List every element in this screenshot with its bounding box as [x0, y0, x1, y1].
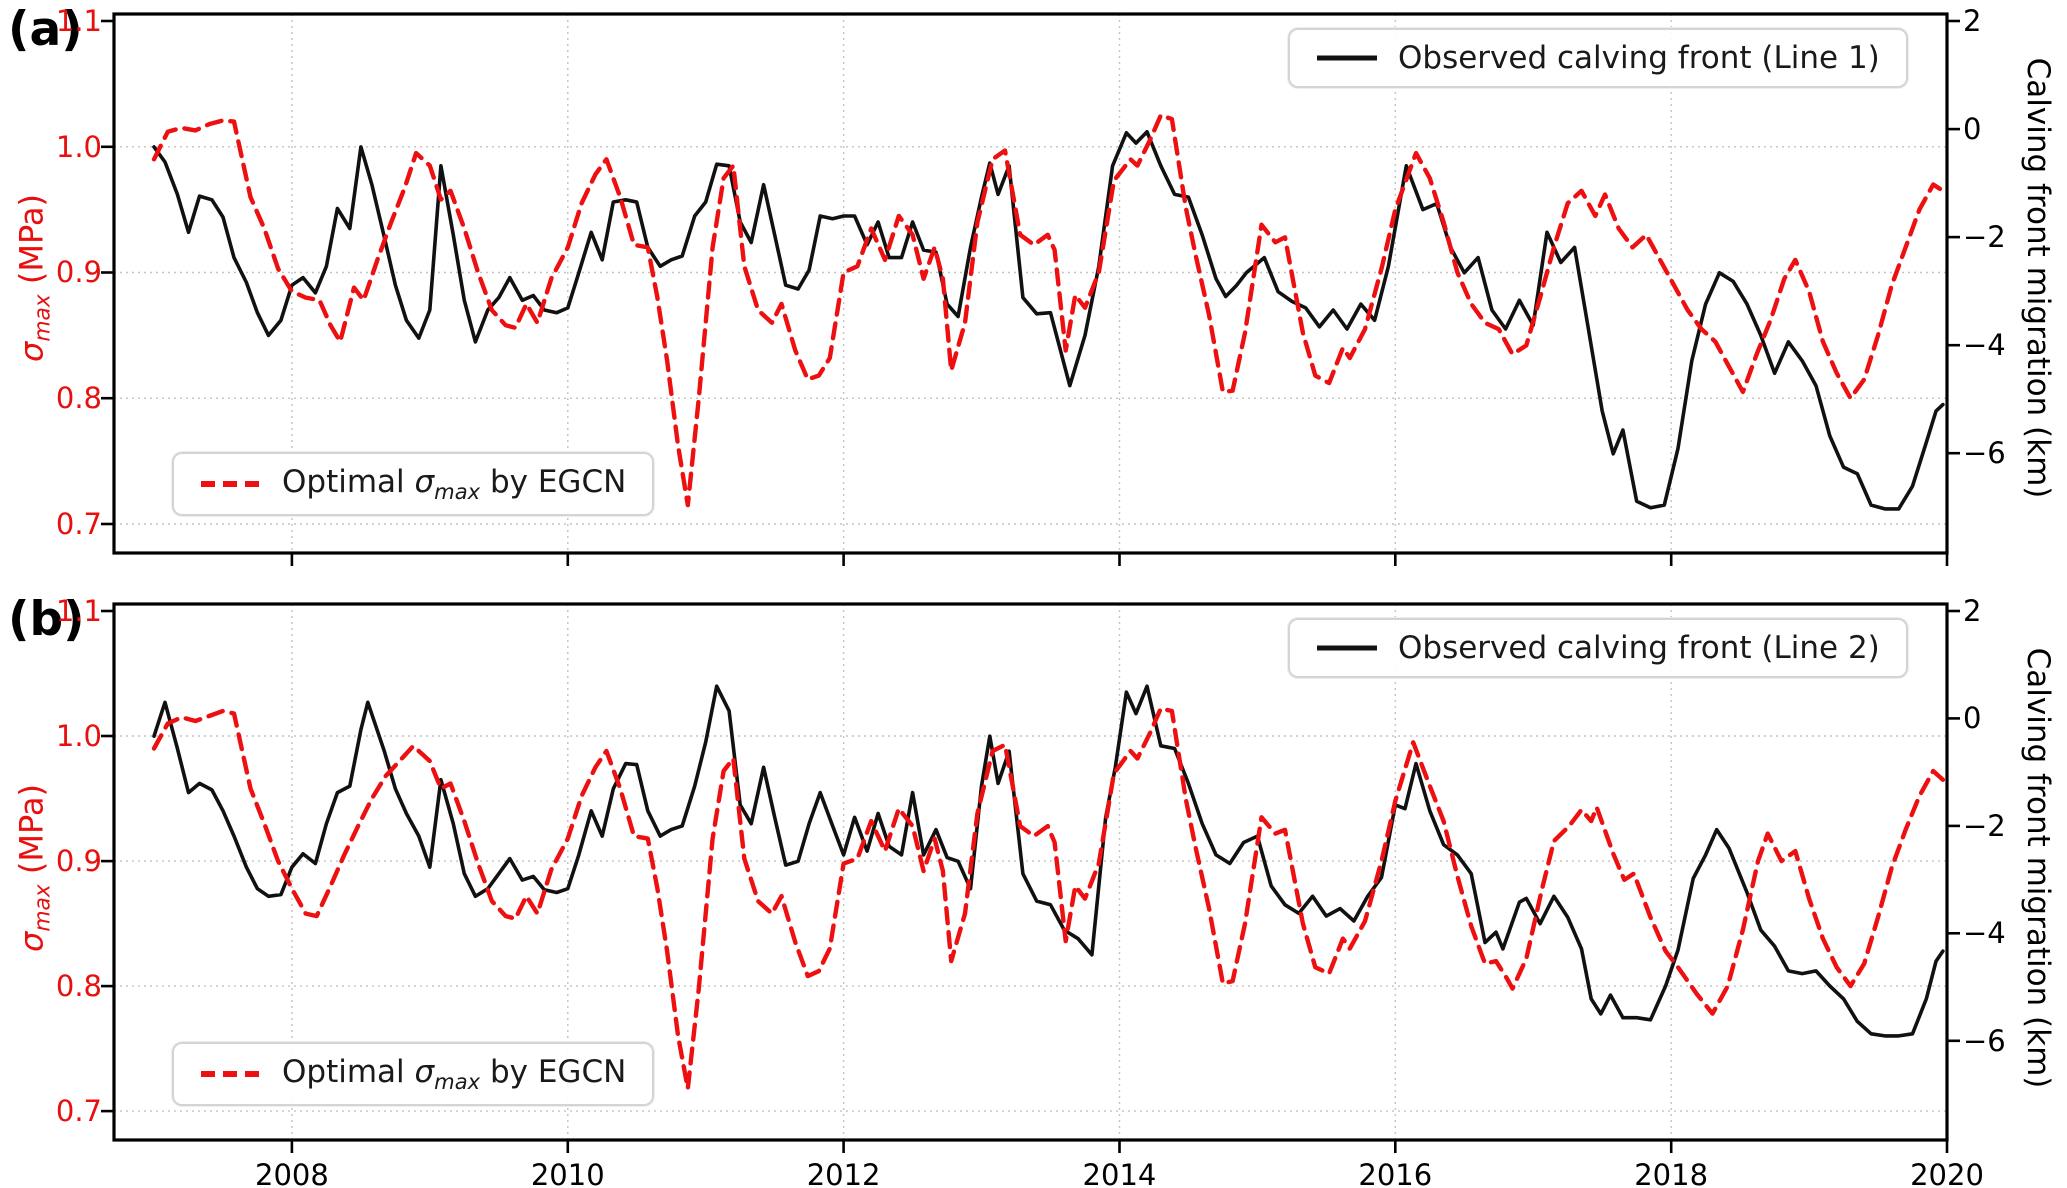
red-dashed-line-icon [201, 1071, 261, 1078]
y-left-tick-0.7: 0.7 [55, 506, 102, 541]
x-tick-2008: 2008 [255, 1158, 329, 1188]
y-right-tick-2: 2 [1963, 4, 1982, 38]
y-left-tick-1.1: 1.1 [55, 4, 102, 39]
legend-observed-line2: Observed calving front (Line 2) [1288, 618, 1908, 678]
y-right-tick-0: 0 [1963, 701, 1982, 736]
x-tick-2012: 2012 [806, 1158, 881, 1188]
y-left-tick-1.0: 1.0 [55, 719, 102, 754]
legend-egcn-a: Optimal σmax by EGCN [172, 452, 655, 517]
egcn-post: by EGCN [480, 464, 627, 500]
y-left-tick-0.9: 0.9 [55, 844, 102, 879]
x-tick-2020: 2020 [1910, 1158, 1984, 1188]
x-tick-2018: 2018 [1634, 1158, 1709, 1188]
y-right-tick-−4: −4 [1963, 916, 2006, 951]
x-tick-2014: 2014 [1082, 1158, 1157, 1188]
y-right-tick-−2: −2 [1963, 808, 2006, 843]
x-tick-2010: 2010 [530, 1158, 605, 1188]
legend-egcn-b-label: Optimal σmax by EGCN [282, 1054, 626, 1094]
egcn-pre: Optimal [282, 1054, 415, 1090]
panel-b-label: (b) [8, 592, 85, 647]
y-right-tick-−4: −4 [1963, 328, 2006, 363]
legend-observed-line2-label: Observed calving front (Line 2) [1398, 630, 1880, 666]
y-right-tick-−2: −2 [1963, 220, 2006, 255]
sigma-subscript: max [30, 884, 56, 932]
legend-egcn-b: Optimal σmax by EGCN [172, 1042, 655, 1107]
sigma-symbol: σ [12, 341, 51, 362]
sigma-subscript: max [434, 479, 481, 505]
sigma-symbol: σ [414, 464, 435, 500]
sigma-symbol: σ [12, 931, 51, 952]
y-left-tick-0.9: 0.9 [55, 255, 102, 290]
egcn-pre: Optimal [282, 464, 415, 500]
legend-egcn-a-label: Optimal σmax by EGCN [282, 464, 626, 504]
y-left-tick-0.8: 0.8 [55, 969, 102, 1004]
y-left-tick-1.1: 1.1 [55, 594, 102, 628]
black-solid-line-icon [1317, 55, 1377, 61]
legend-observed-line1-label: Observed calving front (Line 1) [1398, 40, 1880, 76]
black-solid-line-icon [1317, 645, 1377, 651]
y-right-tick-0: 0 [1963, 112, 1982, 147]
panel-a-plot [101, 12, 1960, 566]
sigma-subscript: max [30, 294, 56, 342]
y-right-tick-−6: −6 [1963, 1023, 2006, 1058]
sigma-subscript: max [434, 1069, 481, 1095]
x-tick-2016: 2016 [1358, 1158, 1433, 1188]
sigma-symbol: σ [414, 1054, 435, 1090]
y-left-tick-0.7: 0.7 [55, 1094, 102, 1129]
y-left-tick-0.8: 0.8 [55, 381, 102, 416]
panel-a-label: (a) [8, 2, 83, 57]
egcn-post: by EGCN [480, 1054, 627, 1090]
panel-b-plot [101, 602, 1960, 1153]
y-right-tick-−6: −6 [1963, 436, 2006, 471]
red-dashed-line-icon [201, 481, 261, 488]
legend-observed-line1: Observed calving front (Line 1) [1288, 28, 1908, 88]
y-left-tick-1.0: 1.0 [55, 129, 102, 164]
y-right-tick-2: 2 [1963, 593, 1982, 628]
